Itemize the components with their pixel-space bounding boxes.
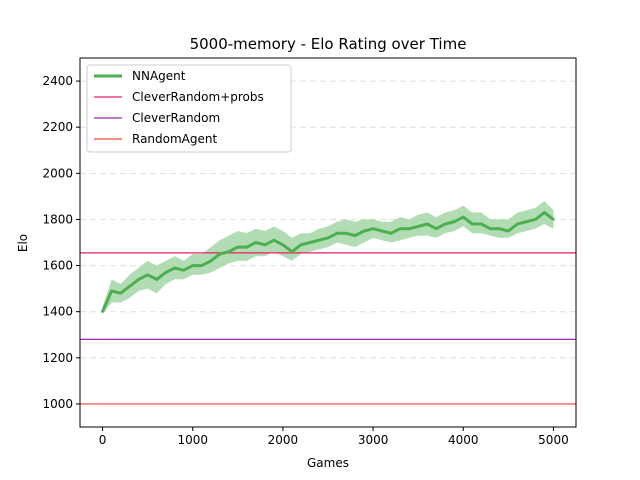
nnagent-point (371, 227, 375, 230)
nnagent-point (209, 259, 212, 263)
chart-title: 5000-memory - Elo Rating over Time (190, 35, 467, 53)
nnagent-point (380, 229, 384, 233)
y-tick-label: 1000 (42, 397, 73, 411)
nnagent-point (398, 227, 402, 230)
nnagent-point (173, 266, 176, 270)
plot-frame (79, 57, 577, 428)
y-tick-label: 2200 (42, 120, 73, 134)
nnagent-series (101, 211, 555, 313)
nnagent-point (534, 218, 537, 221)
nnagent-point (471, 222, 474, 226)
y-tick-label: 1200 (42, 351, 73, 365)
nnagent-point (155, 278, 158, 281)
nnagent-point (290, 250, 294, 253)
nnagent-point (426, 222, 429, 226)
x-axis-label: Games (307, 456, 349, 470)
nnagent-point (444, 222, 447, 226)
y-tick-label: 2400 (42, 74, 73, 88)
nnagent-point (389, 232, 393, 235)
x-tick-label: 0 (99, 433, 107, 447)
nnagent-point (489, 227, 492, 230)
x-tick-label: 3000 (358, 433, 389, 447)
y-tick-label: 1600 (42, 259, 73, 273)
nnagent-point (362, 229, 366, 233)
nnagent-point (101, 310, 104, 313)
x-tick-label: 4000 (448, 433, 479, 447)
nnagent-point (525, 220, 528, 223)
y-axis-label: Elo (16, 234, 30, 252)
nnagent-point (480, 222, 483, 226)
nnagent-point (453, 220, 456, 223)
nnagent-point (119, 292, 122, 295)
nnagent-point (218, 252, 221, 256)
nnagent-point (227, 250, 230, 253)
x-axis-ticks: 0 1000 2000 3000 4000 5000 (99, 427, 569, 447)
nnagent-point (182, 269, 185, 272)
nnagent-point (191, 264, 194, 267)
nnagent-point (254, 241, 258, 244)
nnagent-point (344, 232, 348, 235)
nnagent-point (164, 271, 167, 274)
nnagent-point (335, 232, 339, 235)
nnagent-point (110, 289, 113, 293)
nnagent-point (245, 245, 248, 249)
nnagent-point (299, 243, 303, 246)
nnagent-point (353, 234, 357, 237)
nnagent-point (236, 245, 239, 249)
legend-label: CleverRandom+probs (132, 90, 264, 104)
nnagent-point (408, 227, 411, 230)
nnagent-point (272, 239, 276, 242)
nnagent-point (435, 227, 438, 230)
nnagent-point (308, 241, 312, 244)
legend-label: RandomAgent (132, 132, 217, 146)
x-tick-label: 2000 (268, 433, 299, 447)
confidence-band (102, 201, 554, 314)
nnagent-point (128, 285, 131, 288)
legend: NNAgent CleverRandom+probs CleverRandom Ran… (86, 64, 292, 153)
y-tick-label: 1400 (42, 305, 73, 319)
nnagent-point (281, 243, 285, 246)
x-tick-label: 5000 (538, 433, 569, 447)
y-axis-ticks: 1000 1200 1400 1600 1800 2000 2200 2400 (42, 74, 80, 411)
nnagent-point (417, 225, 420, 228)
y-tick-label: 1800 (42, 212, 73, 226)
nnagent-point (146, 273, 149, 276)
x-tick-label: 1000 (177, 433, 208, 447)
nnagent-point (462, 215, 465, 219)
nnagent-point (543, 211, 546, 214)
y-tick-label: 2000 (42, 166, 73, 180)
nnagent-point (326, 236, 330, 240)
nnagent-band (102, 201, 554, 314)
nnagent-point (552, 218, 555, 221)
nnagent-point (137, 278, 140, 281)
nnagent-point (516, 222, 519, 226)
nnagent-point (498, 227, 501, 230)
nnagent-point (263, 243, 267, 246)
legend-label: CleverRandom (132, 111, 220, 125)
nnagent-point (200, 264, 203, 267)
nnagent-point (317, 239, 321, 242)
legend-box (86, 64, 292, 153)
reference-lines (80, 252, 576, 405)
nnagent-point (507, 229, 510, 233)
legend-label: NNAgent (132, 69, 186, 83)
